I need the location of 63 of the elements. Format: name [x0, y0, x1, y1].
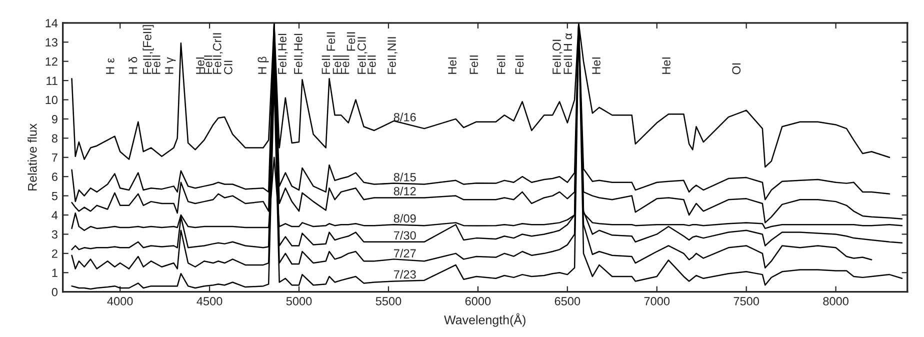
y-tick-label: 6	[52, 172, 58, 181]
y-tick-label: 2	[52, 249, 58, 258]
y-tick-label: 3	[52, 230, 58, 239]
x-tick-label: 5500	[376, 297, 402, 306]
x-tick-label: 4000	[107, 297, 133, 306]
annotation: FeII,OI	[552, 40, 562, 74]
annotation: FeII,CrII	[212, 33, 223, 74]
annotation: FeII,HeI	[278, 34, 288, 74]
x-tick-label: 6000	[465, 297, 491, 306]
annotation: OI	[732, 63, 741, 74]
series-label: 7/27	[394, 248, 416, 258]
x-tick-label: 7500	[734, 297, 760, 306]
annotation: FeII	[332, 56, 342, 74]
annotation: FeII	[368, 56, 376, 74]
series-label: 7/23	[394, 270, 416, 279]
y-tick-label: 7	[52, 154, 58, 162]
y-tick-label: 13	[46, 38, 58, 47]
x-tick-label: 6500	[554, 297, 580, 306]
annotation: FeII	[515, 56, 524, 74]
annotation: FeII	[341, 56, 350, 74]
series-label: 8/16	[394, 112, 416, 122]
y-tick-label: 10	[46, 96, 58, 104]
annotation: FeII	[346, 32, 356, 51]
y-tick-label: 5	[52, 192, 58, 200]
annotation: FeII	[204, 56, 212, 74]
x-tick-label: 4500	[196, 297, 222, 306]
annotation: FeII	[326, 32, 336, 51]
annotation: H β	[258, 56, 269, 74]
annotation: HeI	[662, 58, 670, 74]
annotation: CII	[224, 60, 232, 74]
annotation: FeII,NII	[388, 37, 398, 74]
y-tick-label: 12	[46, 57, 58, 66]
y-axis-title: Relative flux	[28, 123, 37, 190]
annotation: FeII	[152, 56, 160, 74]
annotation: FeII,[FeII]	[142, 25, 154, 74]
y-tick-label: 8	[52, 134, 58, 143]
annotation: H γ	[165, 57, 176, 74]
series-label: 8/09	[394, 214, 416, 223]
x-tick-label: 7000	[644, 297, 670, 306]
annotation: FeII	[322, 56, 330, 74]
y-tick-label: 0	[52, 288, 58, 296]
annotation: HeI	[448, 58, 456, 74]
y-tick-label: 11	[46, 76, 58, 85]
y-tick-label: 9	[52, 114, 58, 124]
annotation: H ε	[106, 58, 114, 74]
y-tick-label: 14	[46, 19, 58, 28]
annotation: HeI	[196, 58, 204, 74]
y-tick-label: 4	[52, 211, 58, 220]
annotation: FeII	[497, 56, 506, 74]
annotation: FeII,HeI	[294, 34, 304, 74]
series-label: 8/12	[394, 186, 416, 196]
annotation: FeII	[470, 56, 478, 74]
series-label: 7/30	[394, 230, 416, 240]
annotation: FeII	[564, 56, 572, 74]
y-tick-label: 1	[52, 268, 58, 277]
x-axis-title: Wavelength(Å)	[444, 313, 526, 327]
x-tick-label: 5000	[286, 297, 312, 306]
series-label: 8/15	[394, 172, 416, 182]
annotation: FeII,CII	[358, 37, 368, 74]
x-tick-label: 8000	[823, 297, 848, 306]
annotation: H α	[564, 33, 572, 51]
annotation: HeI	[592, 58, 600, 74]
annotation: H δ	[128, 56, 138, 74]
